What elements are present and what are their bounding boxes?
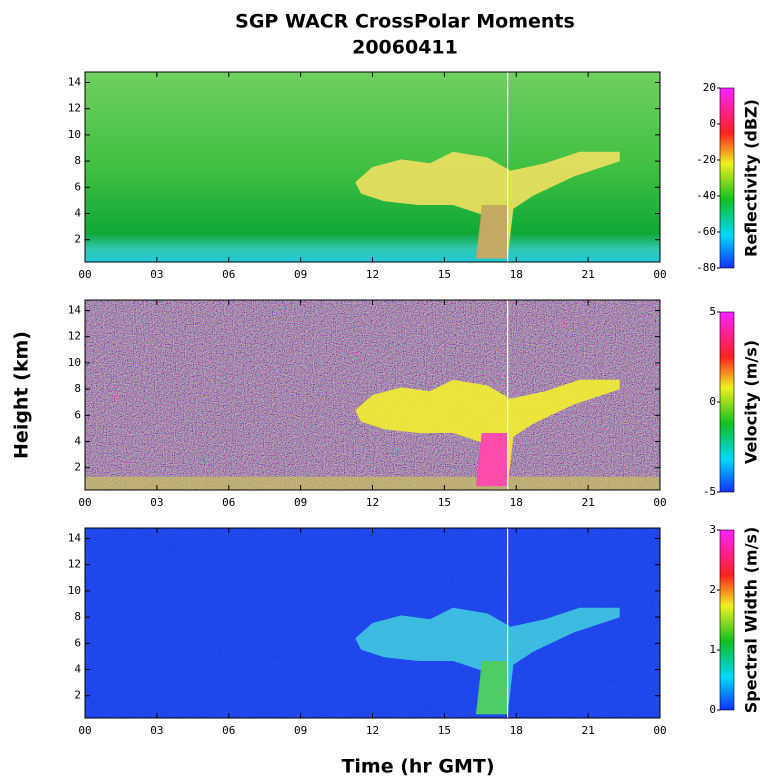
- x-tick-label: 09: [294, 724, 307, 737]
- x-tick-label: 15: [438, 724, 451, 737]
- x-tick-label: 06: [222, 496, 235, 509]
- y-tick-label: 12: [68, 102, 81, 115]
- x-tick-label: 09: [294, 496, 307, 509]
- y-tick-label: 14: [68, 75, 82, 88]
- colorbar: [719, 529, 735, 711]
- y-tick-label: 10: [68, 584, 81, 597]
- x-tick-label: 18: [510, 496, 523, 509]
- y-tick-label: 12: [68, 558, 81, 571]
- colorbar-tick-label: -40: [696, 189, 716, 202]
- x-tick-label: 09: [294, 268, 307, 281]
- y-tick-label: 10: [68, 128, 81, 141]
- colorbar-label: Spectral Width (m/s): [742, 527, 761, 714]
- x-tick-label: 00: [653, 724, 666, 737]
- subtitle: 20060411: [352, 37, 458, 59]
- colorbar-label: Velocity (m/s): [742, 340, 761, 464]
- x-tick-label: 15: [438, 496, 451, 509]
- y-tick-label: 4: [74, 435, 81, 448]
- colorbar-tick-label: 0: [709, 703, 716, 716]
- y-tick-label: 2: [74, 689, 81, 702]
- y-axis-label: Height (km): [11, 331, 33, 459]
- colorbar: [719, 311, 735, 493]
- x-tick-label: 06: [222, 268, 235, 281]
- x-tick-label: 00: [78, 268, 91, 281]
- x-tick-label: 21: [582, 496, 595, 509]
- colorbar-tick-label: -20: [696, 153, 716, 166]
- x-tick-label: 03: [150, 268, 163, 281]
- x-tick-label: 18: [510, 268, 523, 281]
- y-tick-label: 14: [68, 531, 82, 544]
- colorbar-label: Reflectivity (dBZ): [742, 99, 761, 257]
- y-tick-label: 10: [68, 356, 81, 369]
- y-tick-label: 8: [74, 610, 81, 623]
- colorbar-tick-label: 5: [709, 305, 716, 318]
- cloud-core: [476, 433, 508, 487]
- x-tick-label: 03: [150, 724, 163, 737]
- x-tick-label: 12: [366, 724, 379, 737]
- y-tick-label: 14: [68, 303, 82, 316]
- y-tick-label: 6: [74, 180, 81, 193]
- x-tick-label: 00: [78, 724, 91, 737]
- x-tick-label: 21: [582, 268, 595, 281]
- colorbar-tick-label: 3: [709, 523, 716, 536]
- y-tick-label: 8: [74, 382, 81, 395]
- x-tick-label: 06: [222, 724, 235, 737]
- colorbar: [719, 87, 735, 269]
- title: SGP WACR CrossPolar Moments: [235, 11, 575, 33]
- y-tick-label: 4: [74, 663, 81, 676]
- cloud-core: [476, 661, 508, 715]
- x-tick-label: 21: [582, 724, 595, 737]
- y-tick-label: 12: [68, 330, 81, 343]
- x-axis-label: Time (hr GMT): [341, 756, 494, 778]
- colorbar-tick-label: 0: [709, 117, 716, 130]
- x-tick-label: 00: [78, 496, 91, 509]
- x-tick-label: 18: [510, 724, 523, 737]
- colorbar-tick-label: 2: [709, 583, 716, 596]
- x-tick-label: 15: [438, 268, 451, 281]
- colorbar-tick-label: -60: [696, 225, 716, 238]
- x-tick-label: 03: [150, 496, 163, 509]
- x-tick-label: 00: [653, 268, 666, 281]
- y-tick-label: 8: [74, 154, 81, 167]
- colorbar-tick-label: -5: [703, 485, 716, 498]
- colorbar-tick-label: -80: [696, 261, 716, 274]
- y-tick-label: 6: [74, 408, 81, 421]
- y-tick-label: 4: [74, 207, 81, 220]
- cloud-core: [476, 205, 508, 259]
- y-tick-label: 2: [74, 233, 81, 246]
- x-tick-label: 12: [366, 496, 379, 509]
- y-tick-label: 6: [74, 636, 81, 649]
- y-tick-label: 2: [74, 461, 81, 474]
- x-tick-label: 00: [653, 496, 666, 509]
- colorbar-tick-label: 0: [709, 395, 716, 408]
- colorbar-tick-label: 20: [703, 81, 716, 94]
- x-tick-label: 12: [366, 268, 379, 281]
- colorbar-tick-label: 1: [709, 643, 716, 656]
